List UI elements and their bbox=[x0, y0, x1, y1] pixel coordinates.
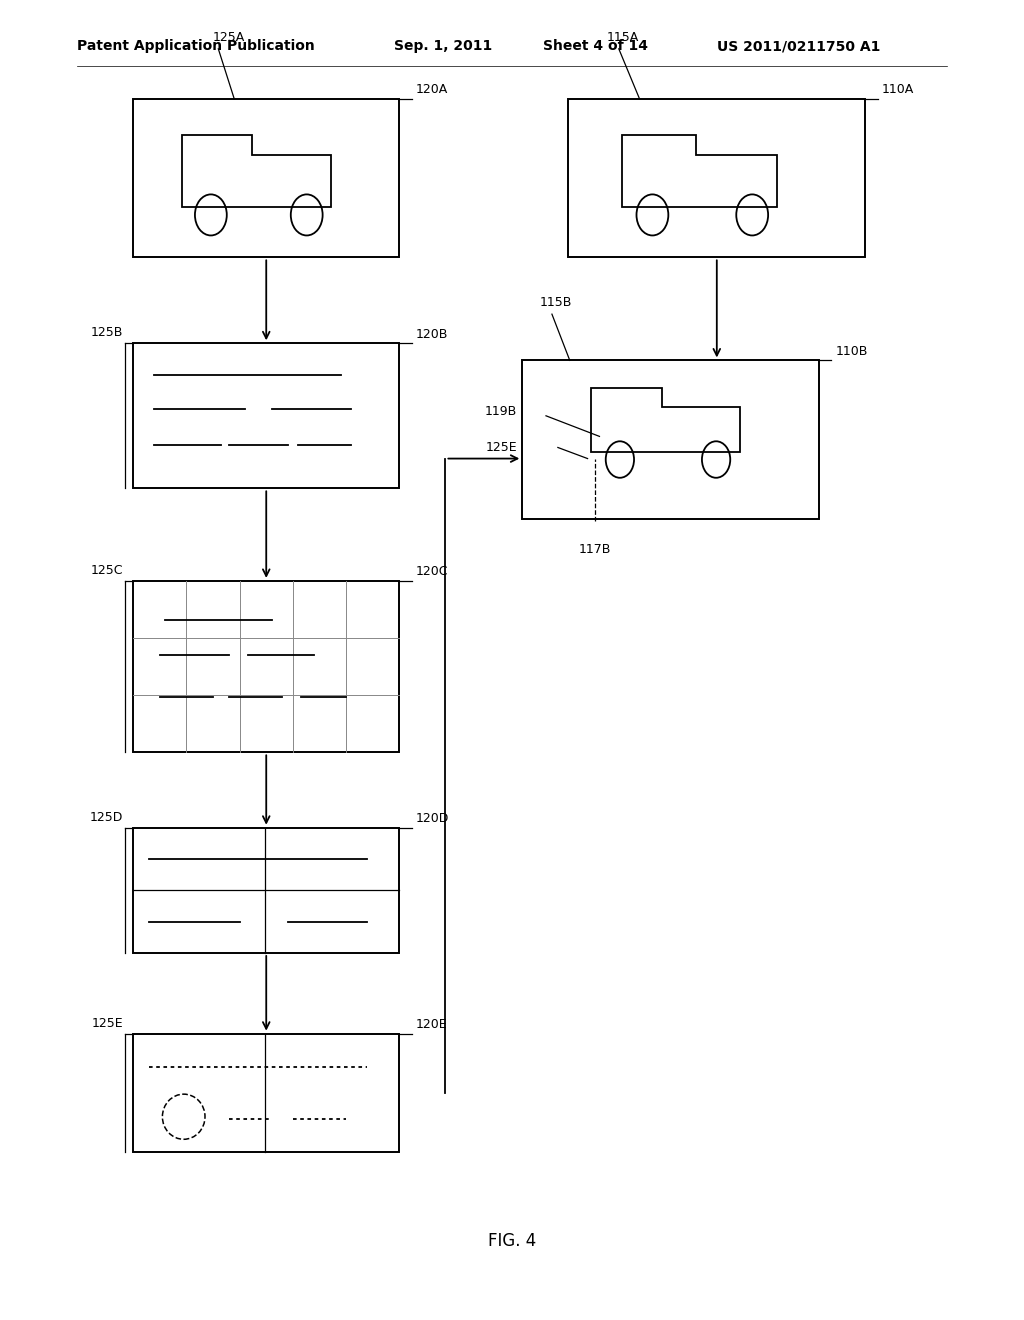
Bar bbox=[133, 581, 399, 752]
Text: 125E: 125E bbox=[485, 441, 517, 454]
Bar bbox=[133, 828, 399, 953]
Text: 119B: 119B bbox=[485, 404, 517, 417]
Text: 120A: 120A bbox=[416, 83, 447, 96]
Text: 115B: 115B bbox=[540, 296, 572, 309]
Text: 110A: 110A bbox=[882, 83, 913, 96]
Bar bbox=[568, 99, 865, 257]
Text: 110B: 110B bbox=[836, 345, 868, 358]
Text: 125D: 125D bbox=[89, 810, 123, 824]
Text: Sheet 4 of 14: Sheet 4 of 14 bbox=[543, 40, 648, 53]
Text: 120C: 120C bbox=[416, 565, 449, 578]
Text: 120B: 120B bbox=[416, 327, 449, 341]
Text: 125A: 125A bbox=[213, 30, 245, 44]
Bar bbox=[522, 360, 819, 519]
Text: 125C: 125C bbox=[90, 564, 123, 577]
Text: Patent Application Publication: Patent Application Publication bbox=[77, 40, 314, 53]
Text: FIG. 4: FIG. 4 bbox=[487, 1232, 537, 1250]
Text: 120E: 120E bbox=[416, 1018, 447, 1031]
Text: 115A: 115A bbox=[607, 30, 639, 44]
Text: Sep. 1, 2011: Sep. 1, 2011 bbox=[394, 40, 493, 53]
Bar bbox=[133, 99, 399, 257]
Text: 125B: 125B bbox=[90, 326, 123, 339]
Text: US 2011/0211750 A1: US 2011/0211750 A1 bbox=[717, 40, 881, 53]
Text: 125E: 125E bbox=[91, 1016, 123, 1030]
Bar bbox=[133, 1034, 399, 1152]
Text: 117B: 117B bbox=[579, 543, 611, 556]
Text: 120D: 120D bbox=[416, 812, 450, 825]
Bar bbox=[133, 343, 399, 488]
